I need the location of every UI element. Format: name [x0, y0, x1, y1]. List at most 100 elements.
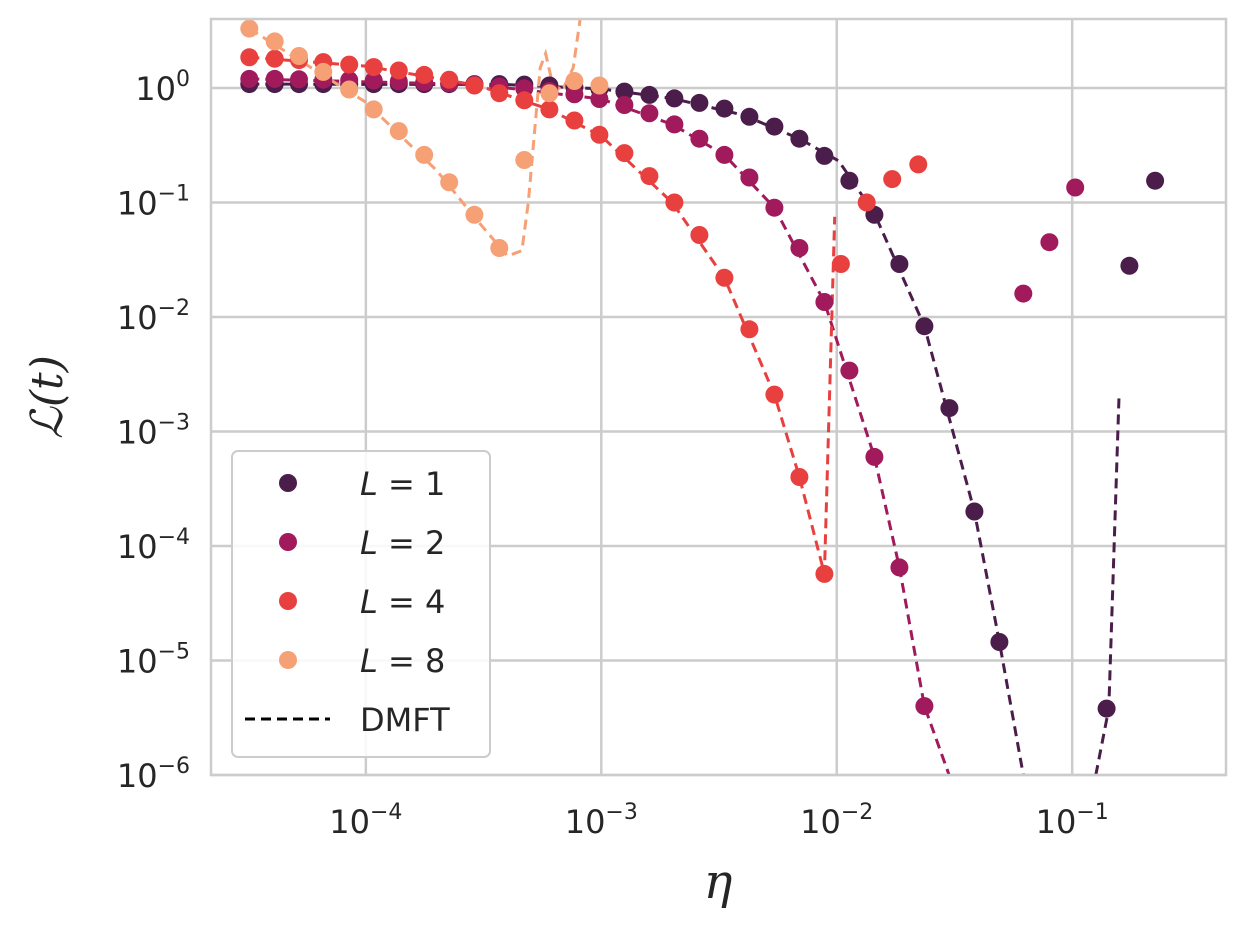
data-point [565, 85, 584, 104]
data-point [740, 320, 759, 339]
plot-frame [209, 17, 1228, 777]
data-point [1146, 171, 1165, 190]
data-point [640, 104, 659, 123]
data-point [590, 125, 609, 144]
legend-label-4: L = 4 [360, 583, 445, 621]
y-tick-label: 10−1 [117, 181, 190, 222]
data-point [740, 107, 759, 126]
x-tick-label: 10−3 [565, 800, 638, 841]
y-tick-label: 10−6 [117, 754, 190, 795]
data-point [765, 198, 784, 217]
data-point [265, 69, 284, 88]
legend-marker-8 [279, 651, 297, 669]
data-point [314, 62, 333, 81]
data-point [1040, 233, 1059, 252]
data-point [990, 633, 1009, 651]
data-point [364, 100, 383, 119]
legend-label-2: L = 2 [360, 524, 445, 562]
x-tick-label: 10−4 [329, 800, 402, 841]
x-tick-label: 10−2 [800, 800, 873, 841]
data-point [1066, 178, 1085, 197]
data-point [909, 155, 928, 174]
data-point [1120, 256, 1139, 275]
data-point [240, 69, 259, 88]
data-point [815, 293, 834, 311]
y-tick-label: 10−4 [117, 525, 190, 566]
data-point [715, 268, 734, 287]
data-point [540, 84, 559, 103]
data-point [615, 96, 634, 114]
legend-box [231, 450, 491, 758]
x-axis-label: η [704, 854, 733, 910]
data-point [540, 100, 559, 119]
data-point [665, 193, 684, 212]
data-point [890, 558, 909, 577]
data-points [240, 19, 1165, 718]
data-point [415, 65, 434, 84]
data-point [815, 146, 834, 165]
data-point [940, 399, 959, 418]
x-tick-label: 10−1 [1036, 800, 1109, 841]
y-tick-label: 100 [135, 67, 190, 108]
legend-dmft-label: DMFT [360, 701, 450, 739]
data-point [265, 49, 284, 68]
data-point [890, 255, 909, 273]
data-point [765, 117, 784, 136]
data-point [857, 193, 876, 212]
data-point [465, 205, 484, 224]
data-point [690, 129, 709, 148]
y-tick-label: 10−2 [117, 296, 190, 337]
legend-marker-1 [279, 474, 297, 492]
data-point [965, 502, 984, 521]
data-point [490, 239, 509, 257]
data-point [740, 168, 759, 187]
legend-marker-2 [279, 533, 297, 551]
legend-label-8: L = 8 [360, 642, 445, 680]
data-point [615, 144, 634, 163]
data-point [640, 167, 659, 186]
data-point [590, 76, 609, 95]
data-point [265, 32, 284, 51]
data-point [465, 76, 484, 95]
x-tick-labels: 10−4 10−3 10−2 10−1 [329, 800, 1109, 841]
data-point [389, 61, 408, 80]
legend-label-1: L = 1 [360, 465, 445, 503]
y-tick-label: 10−5 [117, 639, 190, 680]
data-point [1097, 699, 1116, 718]
data-point [840, 361, 859, 380]
data-point [665, 115, 684, 134]
data-point [290, 70, 308, 89]
data-point [615, 82, 634, 101]
legend: L = 1 L = 2 L = 4 L = 8 DMFT [231, 450, 491, 758]
data-point [415, 145, 434, 164]
data-point [690, 93, 709, 112]
data-point [815, 564, 834, 583]
data-point [665, 89, 684, 108]
data-point [915, 317, 934, 336]
data-point [640, 85, 659, 104]
data-point [590, 90, 609, 108]
data-point [790, 129, 809, 148]
legend-marker-4 [279, 592, 297, 610]
data-point [515, 91, 534, 110]
data-point [440, 70, 459, 89]
data-point [240, 19, 259, 38]
data-point [340, 80, 359, 99]
data-point [790, 239, 809, 257]
data-point [831, 255, 850, 273]
data-point [340, 55, 359, 74]
legend-entries: L = 1 L = 2 L = 4 L = 8 [279, 465, 445, 680]
data-point [715, 145, 734, 164]
y-tick-labels: 100 10−1 10−2 10−3 10−4 10−5 10−6 [117, 67, 190, 795]
data-point [364, 71, 383, 90]
data-point [765, 385, 784, 404]
data-point [690, 226, 709, 244]
y-tick-label: 10−3 [117, 410, 190, 451]
data-point [865, 447, 884, 466]
data-point [490, 84, 509, 103]
data-point [1014, 284, 1033, 303]
data-point [715, 99, 734, 118]
data-point [364, 58, 383, 77]
data-point [515, 151, 534, 169]
